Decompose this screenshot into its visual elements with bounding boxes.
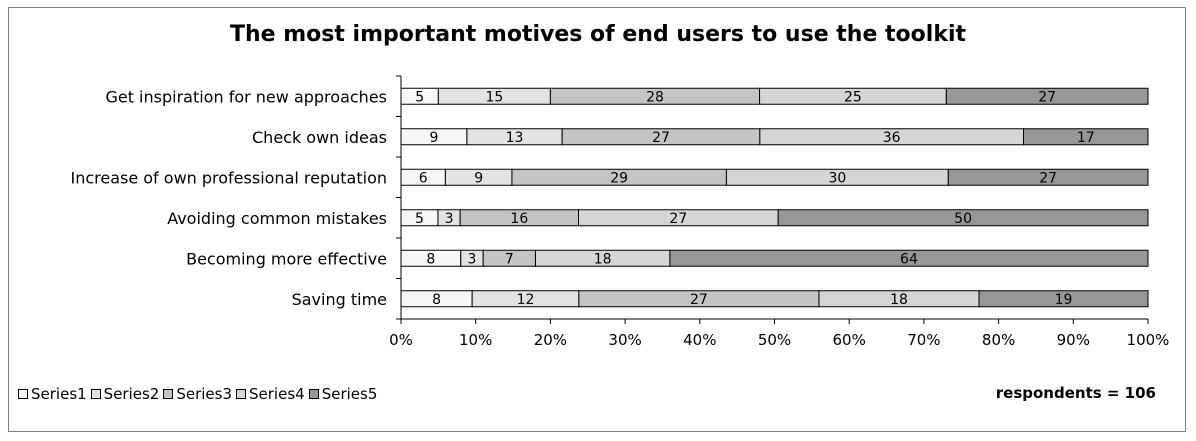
- data-label: 50: [954, 211, 972, 227]
- category-labels-group: Get inspiration for new approaches Check …: [70, 87, 387, 309]
- category-label: Becoming more effective: [186, 249, 387, 268]
- category-label: Saving time: [292, 290, 387, 309]
- data-label: 9: [474, 170, 483, 186]
- bar-segment-1-series5: [945, 87, 1149, 105]
- category-label: Get inspiration for new approaches: [105, 87, 387, 106]
- x-tick-label: 60%: [833, 331, 866, 349]
- data-label: 16: [510, 211, 528, 227]
- legend-swatch: [90, 389, 101, 399]
- data-label: 28: [646, 89, 664, 105]
- data-label: 6: [419, 170, 428, 186]
- x-tick-label: 90%: [1057, 331, 1090, 349]
- legend-label: Series4: [249, 385, 305, 403]
- data-label: 27: [690, 292, 708, 308]
- legend: Series1 Series2 Series3 Series4 Series5: [18, 385, 381, 403]
- category-label: Increase of own professional reputation: [70, 168, 387, 187]
- x-tick-label: 0%: [389, 331, 413, 349]
- legend-item-series2: Series2: [90, 385, 160, 403]
- data-label: 64: [900, 251, 918, 267]
- x-tick-label: 30%: [608, 331, 641, 349]
- axes-group: [396, 75, 1149, 324]
- data-label: 27: [652, 130, 670, 146]
- segment-labels-group: 5 15 28 25 27 9 13 27 36 17 6 9 29 30 27 5 3 16 27 50 8 3 7 18 6…: [415, 89, 1095, 308]
- legend-label: Series1: [31, 385, 87, 403]
- data-label: 27: [1039, 170, 1057, 186]
- data-label: 27: [669, 211, 687, 227]
- legend-label: Series3: [176, 385, 233, 403]
- tick-labels-group: 0% 10% 20% 30% 40% 50% 60% 70% 80% 90% 100%: [389, 331, 1169, 349]
- data-label: 3: [468, 251, 477, 267]
- x-tick-label: 40%: [683, 331, 716, 349]
- chart-title: The most important motives of end users …: [229, 22, 967, 47]
- legend-item-series1: Series1: [18, 385, 87, 403]
- legend-swatch: [236, 389, 247, 399]
- bar-segment-2-series5: [1023, 128, 1149, 146]
- x-tick-label: 80%: [982, 331, 1015, 349]
- data-label: 13: [506, 130, 524, 146]
- legend-item-series3: Series3: [163, 385, 232, 403]
- x-tick-label: 10%: [459, 331, 492, 349]
- x-tick-label: 70%: [907, 331, 940, 349]
- data-label: 25: [844, 89, 862, 105]
- category-label: Avoiding common mistakes: [167, 209, 387, 228]
- data-label: 17: [1077, 130, 1095, 146]
- category-label: Check own ideas: [252, 128, 387, 147]
- data-label: 29: [610, 170, 628, 186]
- data-label: 3: [445, 211, 454, 227]
- bar-segment-5-series5: [669, 249, 1149, 267]
- bar-segment-6-series5: [978, 290, 1149, 308]
- data-label: 18: [594, 251, 612, 267]
- data-label: 19: [1055, 292, 1073, 308]
- respondents-note: respondents = 106: [995, 384, 1156, 402]
- data-label: 18: [890, 292, 908, 308]
- bar-segment-4-series5: [777, 209, 1149, 227]
- data-label: 15: [485, 89, 503, 105]
- bar-segment-3-series5: [947, 168, 1149, 186]
- bars-group: [400, 87, 1149, 308]
- legend-swatch: [308, 389, 319, 399]
- legend-swatch: [163, 389, 174, 399]
- data-label: 5: [415, 211, 424, 227]
- legend-swatch: [18, 389, 28, 399]
- data-label: 9: [429, 130, 438, 146]
- legend-item-series4: Series4: [236, 385, 305, 403]
- legend-item-series5: Series5: [308, 385, 378, 403]
- legend-label: Series2: [103, 385, 160, 403]
- x-tick-label: 50%: [758, 331, 791, 349]
- data-label: 27: [1038, 89, 1056, 105]
- data-label: 8: [432, 292, 441, 308]
- data-label: 12: [517, 292, 535, 308]
- legend-label: Series5: [321, 385, 378, 403]
- x-tick-label: 100%: [1127, 331, 1170, 349]
- data-label: 7: [505, 251, 514, 267]
- x-tick-label: 20%: [534, 331, 567, 349]
- data-label: 8: [426, 251, 435, 267]
- data-label: 30: [828, 170, 846, 186]
- data-label: 36: [883, 130, 901, 146]
- data-label: 5: [415, 89, 424, 105]
